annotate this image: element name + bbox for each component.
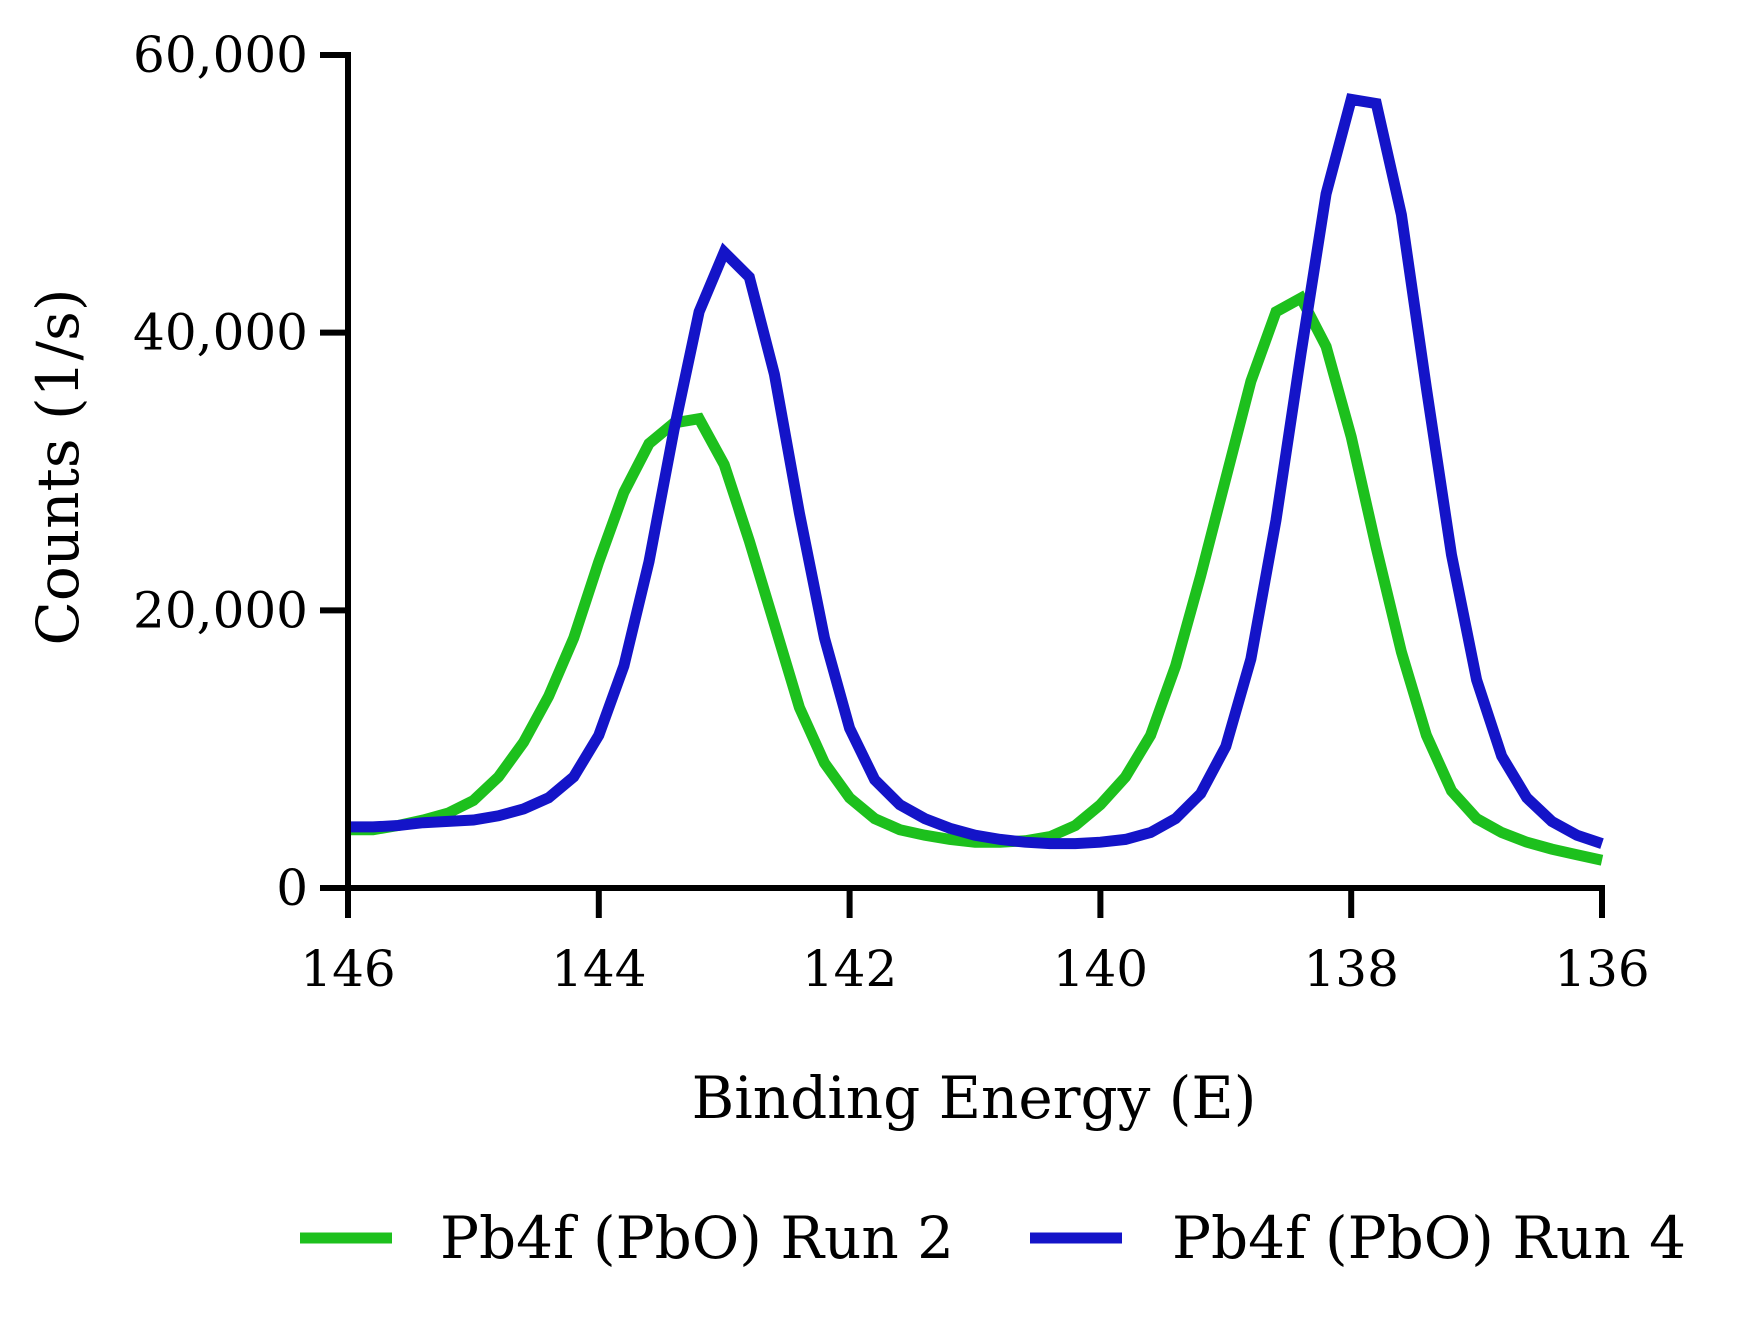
x-axis-title: Binding Energy (E) (692, 1064, 1257, 1132)
x-tick-label: 146 (300, 940, 395, 998)
x-tick-label: 138 (1303, 940, 1398, 998)
ticks-layer: 0 20,000 40,000 60,000 146 144 142 140 138 136 (133, 26, 1650, 998)
x-tick-label: 140 (1053, 940, 1148, 998)
x-tick-label: 142 (802, 940, 897, 998)
y-tick-label: 20,000 (133, 581, 308, 639)
y-tick-label: 60,000 (133, 26, 308, 84)
series-line-run-4 (348, 93, 1604, 850)
axes-layer (345, 52, 1605, 891)
legend: Pb4f (PbO) Run 2 Pb4f (PbO) Run 4 (300, 1204, 1686, 1272)
y-axis-title: Counts (1/s) (24, 289, 92, 646)
series-layer (348, 93, 1604, 866)
x-tick-label: 144 (551, 940, 646, 998)
legend-label: Pb4f (PbO) Run 4 (1172, 1204, 1686, 1272)
legend-label: Pb4f (PbO) Run 2 (440, 1204, 954, 1272)
x-tick-label: 136 (1554, 940, 1649, 998)
y-tick-label: 0 (276, 859, 308, 917)
y-tick-label: 40,000 (133, 304, 308, 362)
series-line-run-2 (348, 290, 1604, 866)
